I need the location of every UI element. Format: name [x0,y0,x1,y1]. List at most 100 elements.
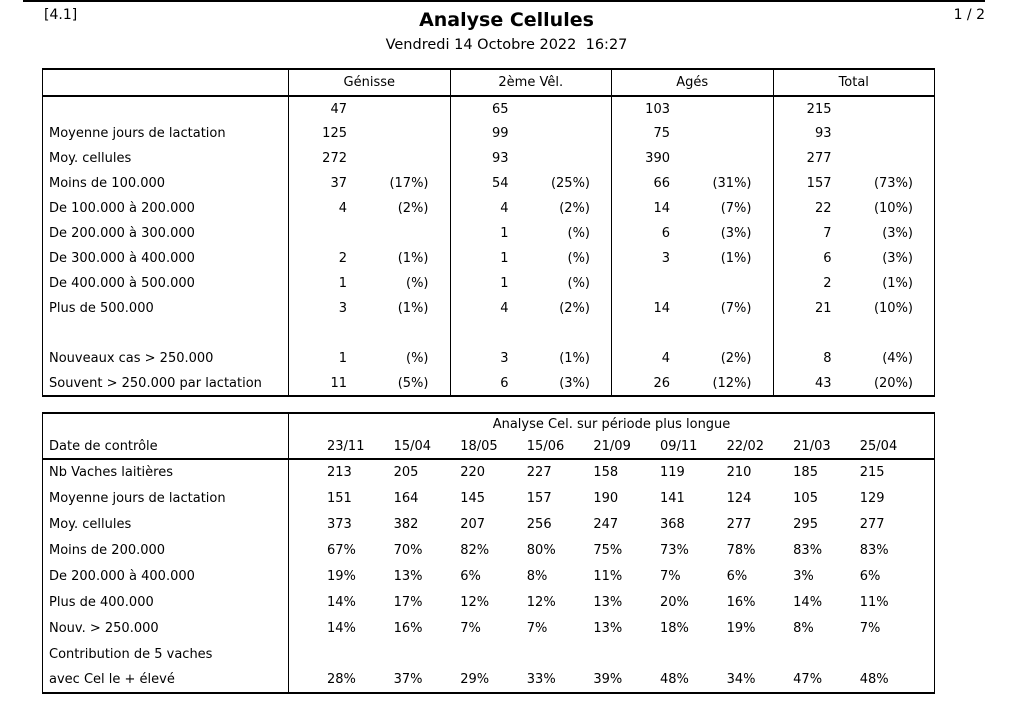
table1-value-cell [288,221,450,246]
count-value: 43 [814,375,832,391]
table2-value: 16% [393,620,423,636]
table2-values-cell [288,641,935,667]
table2-value: 124 [726,490,752,506]
table2-value: 80% [526,542,556,558]
table2-value: 185 [793,465,818,480]
table1-value-cell: 3 (1%) [449,346,612,371]
table2-values-cell: 67% 70% 82% 80% 75% 73% 78% 83% 83% [288,537,935,563]
table2-values-cell: 151 164 145 157 190 141 124 105 129 [288,485,935,511]
table2-values-cell: 19% 13% 6% 8% 11% 7% 6% 3% 6% [288,563,935,589]
count-value: 1 [338,276,347,291]
count-value: 1 [500,226,509,241]
percent-value: (73%) [873,176,913,191]
table2-row: De 200.000 à 400.000 19% 13% 6% 8% 11% 7% 6% 3% 6… [43,563,935,589]
table1-row: Moy. cellules 272 93 390 277 [43,146,935,171]
table1-row-label: Moins de 100.000 [49,176,166,191]
table1-value-cell: 272 [288,146,450,171]
table1-value-cell: 4 (2%) [611,346,773,371]
date-column-header: 15/04 [393,439,432,454]
date-column-header: 21/03 [793,439,831,454]
count-value: 390 [645,151,670,166]
count-value: 26 [653,375,670,391]
table1-value-cell: 1 (%) [449,246,612,271]
count-value: 6 [661,226,670,241]
percent-value: (%) [567,226,591,241]
count-value: 3 [661,251,670,266]
table2-value: 8% [526,568,548,584]
percent-value: (3%) [720,226,752,241]
percent-value: (25%) [550,176,590,191]
table1-value-cell: 3 (1%) [611,246,773,271]
count-value: 37 [330,176,347,191]
table2-value: 164 [393,490,419,506]
table1-value-cell: 22 (10%) [772,196,935,221]
table2-value: 11% [859,594,889,610]
count-value: 2 [823,276,832,291]
date-column-header: 22/02 [726,439,765,454]
count-value: 14 [653,201,670,216]
table2-value: 382 [393,516,419,532]
count-value: 125 [322,126,347,141]
table2-row: Nouv. > 250.000 14% 16% 7% 7% 13% 18% 19% 8% 7% [43,615,935,641]
table2-value: 151 [327,490,352,506]
table2-value: 277 [859,516,885,532]
table2-value: 119 [659,465,685,480]
table2-value: 16% [726,594,756,610]
table1-corner-cell [42,69,289,97]
table1-value-cell: 4 (2%) [288,196,450,221]
percent-value: (1%) [397,301,429,316]
table2-value: 48% [659,672,689,687]
count-value: 93 [814,126,832,141]
table2-row: Moyenne jours de lactation 151 164 145 157 19… [43,485,935,511]
table2-value: 6% [859,568,881,584]
percent-value: (4%) [882,351,913,366]
table2-value: 8% [793,620,814,636]
table1-value-cell: 6 (3%) [611,221,773,246]
table2-value: 7% [659,568,681,584]
table1-row-label: De 300.000 à 400.000 [49,251,195,266]
long-period-analysis-table: Analyse Cel. sur période plus longue Dat… [42,412,935,694]
count-value: 4 [500,201,509,216]
table2-value: 105 [793,490,818,506]
table2-row-label: Moyenne jours de lactation [49,490,226,506]
table1-value-cell [611,271,773,296]
percent-value: (%) [406,276,429,291]
table2-value: 210 [726,465,752,480]
percent-value: (3%) [882,226,913,241]
table2-group-header: Analyse Cel. sur période plus longue [288,413,935,435]
date-column-header: 23/11 [327,439,365,454]
table1-value-cell: 93 [772,121,935,146]
page-title: Analyse Cellules [419,9,594,31]
table2-row: Contribution de 5 vaches [43,641,935,667]
percent-value: (12%) [712,375,752,391]
table2-value: 12% [460,594,490,610]
table1-row: Souvent > 250.000 par lactation 11 (5%) 6 (3… [43,371,935,396]
date-column-header: 21/09 [593,439,631,454]
table1-value-cell: 2 (1%) [772,271,935,296]
table1-value-cell: 277 [772,146,935,171]
table1-value-cell [288,321,450,346]
table2-row-label: Moins de 200.000 [49,542,166,558]
table1-value-cell: 99 [449,121,612,146]
table2-values-cell: 213 205 220 227 158 119 210 185 215 [288,459,935,485]
table1-value-cell: 1 (%) [288,271,450,296]
date-column-header: 18/05 [460,439,498,454]
table1-value-cell: 4 (2%) [449,196,612,221]
table2-value: 157 [526,490,552,506]
table2-value: 11% [593,568,623,584]
table2-value: 67% [327,542,356,558]
table1-header-row: Génisse 2ème Vêl. Agés Total [42,69,935,97]
table2-values-cell: 14% 17% 12% 12% 13% 20% 16% 14% 11% [288,589,935,615]
count-value: 103 [645,101,670,117]
table1-value-cell: 66 (31%) [611,171,773,196]
table1-column-header: Agés [611,69,773,97]
table2-value: 20% [659,594,689,610]
table1-row-label [43,321,289,346]
count-value: 93 [491,151,509,166]
table2-value: 39% [593,672,623,687]
date-row-label: Date de contrôle [42,435,289,460]
table2-value: 207 [460,516,486,532]
count-value: 3 [500,351,509,366]
table2-value: 47% [793,672,823,687]
